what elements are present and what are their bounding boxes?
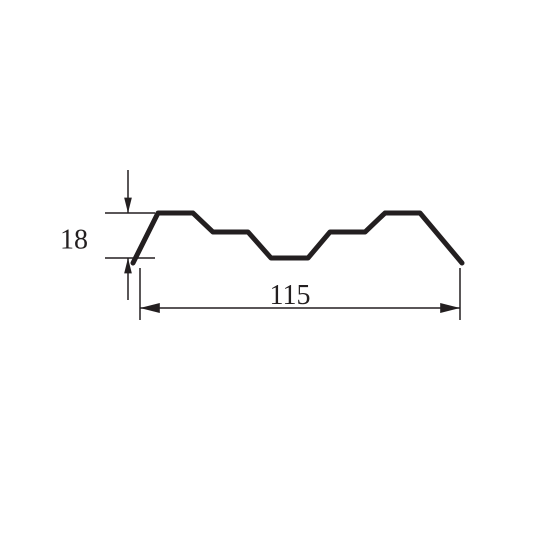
height-label: 18 [60,224,88,255]
width-arrowhead-right [440,303,460,313]
height-arrowhead-bot [124,258,132,273]
width-arrowhead-left [140,303,160,313]
height-arrowhead-top [124,198,132,213]
width-dimension: 115 [140,268,460,320]
profile-diagram: 18 115 [0,0,550,550]
profile-outline [133,213,462,263]
width-label: 115 [270,280,311,311]
